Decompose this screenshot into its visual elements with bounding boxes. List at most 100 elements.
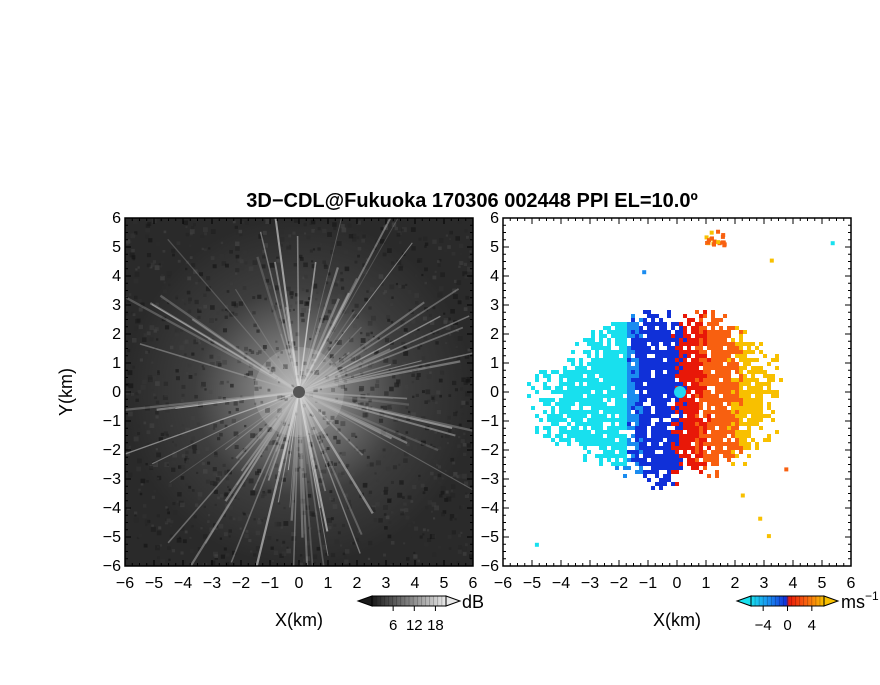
velocity-pixel — [627, 322, 631, 326]
velocity-pixel — [675, 354, 679, 358]
velocity-pixel — [655, 334, 659, 338]
noise-speck — [190, 226, 195, 230]
noise-speck — [384, 526, 388, 530]
noise-speck — [139, 358, 144, 362]
velocity-pixel — [687, 434, 691, 438]
velocity-pixel — [671, 326, 675, 330]
noise-speck — [204, 232, 208, 236]
noise-speck — [274, 463, 279, 468]
noise-speck — [174, 328, 180, 334]
noise-speck — [412, 335, 416, 340]
noise-speck — [214, 318, 218, 321]
velocity-pixel — [695, 466, 699, 470]
noise-speck — [452, 472, 458, 477]
velocity-pixel — [639, 458, 643, 462]
noise-speck — [276, 442, 280, 446]
velocity-pixel — [587, 450, 591, 454]
noise-speck — [203, 293, 207, 297]
velocity-pixel — [563, 398, 567, 402]
velocity-pixel — [759, 382, 763, 386]
noise-speck — [456, 280, 462, 286]
velocity-pixel — [727, 430, 731, 434]
velocity-pixel — [747, 442, 751, 446]
noise-speck — [322, 260, 326, 264]
noise-speck — [371, 315, 376, 321]
noise-speck — [283, 364, 288, 370]
velocity-pixel — [759, 390, 763, 394]
noise-speck — [219, 537, 223, 540]
noise-speck — [419, 296, 422, 300]
velocity-pixel — [639, 406, 643, 410]
noise-speck — [263, 446, 268, 451]
noise-speck — [165, 506, 168, 509]
noise-speck — [445, 234, 449, 237]
noise-speck — [330, 468, 336, 474]
velocity-pixel — [607, 342, 611, 346]
noise-speck — [233, 401, 238, 406]
velocity-pixel — [715, 458, 719, 462]
velocity-pixel — [723, 414, 727, 418]
noise-speck — [380, 491, 384, 495]
velocity-pixel — [615, 386, 619, 390]
velocity-pixel — [691, 370, 695, 374]
velocity-pixel — [771, 394, 775, 398]
velocity-pixel — [695, 422, 699, 426]
noise-speck — [375, 502, 380, 507]
noise-speck — [449, 230, 453, 235]
velocity-pixel — [755, 382, 759, 386]
velocity-pixel — [659, 358, 663, 362]
noise-speck — [185, 267, 188, 271]
velocity-pixel — [571, 410, 575, 414]
noise-speck — [235, 241, 240, 246]
velocity-pixel — [587, 374, 591, 378]
noise-speck — [362, 448, 366, 452]
noise-speck — [352, 324, 357, 328]
noise-speck — [156, 530, 162, 536]
velocity-pixel — [643, 338, 647, 342]
backscatter-streak — [236, 391, 300, 486]
velocity-pixel — [759, 350, 763, 354]
velocity-pixel — [619, 442, 623, 446]
noise-speck — [145, 546, 148, 550]
velocity-pixel — [655, 338, 659, 342]
velocity-pixel — [767, 434, 771, 438]
velocity-pixel — [559, 410, 563, 414]
right-x-axis-label: X(km) — [653, 610, 701, 630]
velocity-pixel — [631, 418, 635, 422]
velocity-pixel — [599, 366, 603, 370]
noise-speck — [310, 468, 313, 472]
noise-speck — [432, 332, 435, 335]
velocity-pixel — [703, 382, 707, 386]
noise-speck — [202, 469, 208, 474]
velocity-pixel — [695, 406, 699, 410]
velocity-pixel — [739, 422, 743, 426]
backscatter-streak — [169, 391, 300, 484]
velocity-pixel — [659, 434, 663, 438]
noise-speck — [446, 422, 451, 427]
noise-speck — [181, 393, 185, 397]
noise-speck — [161, 316, 167, 322]
velocity-pixel — [567, 390, 571, 394]
velocity-pixel — [663, 374, 667, 378]
noise-speck — [262, 473, 267, 478]
velocity-pixel — [767, 374, 771, 378]
velocity-pixel — [595, 346, 599, 350]
velocity-pixel — [739, 446, 743, 450]
velocity-pixel — [679, 430, 683, 434]
noise-speck — [256, 481, 259, 484]
noise-speck — [410, 500, 414, 503]
noise-speck — [196, 422, 200, 426]
noise-speck — [126, 239, 131, 244]
noise-speck — [281, 395, 286, 400]
velocity-pixel — [731, 326, 735, 330]
noise-speck — [352, 314, 357, 319]
noise-speck — [465, 295, 470, 300]
velocity-pixel — [715, 350, 719, 354]
velocity-pixel — [763, 374, 767, 378]
noise-speck — [134, 514, 137, 517]
noise-speck — [301, 288, 305, 291]
noise-speck — [390, 541, 395, 545]
velocity-pixel — [647, 330, 651, 334]
velocity-pixel — [639, 430, 643, 434]
noise-speck — [140, 482, 144, 486]
